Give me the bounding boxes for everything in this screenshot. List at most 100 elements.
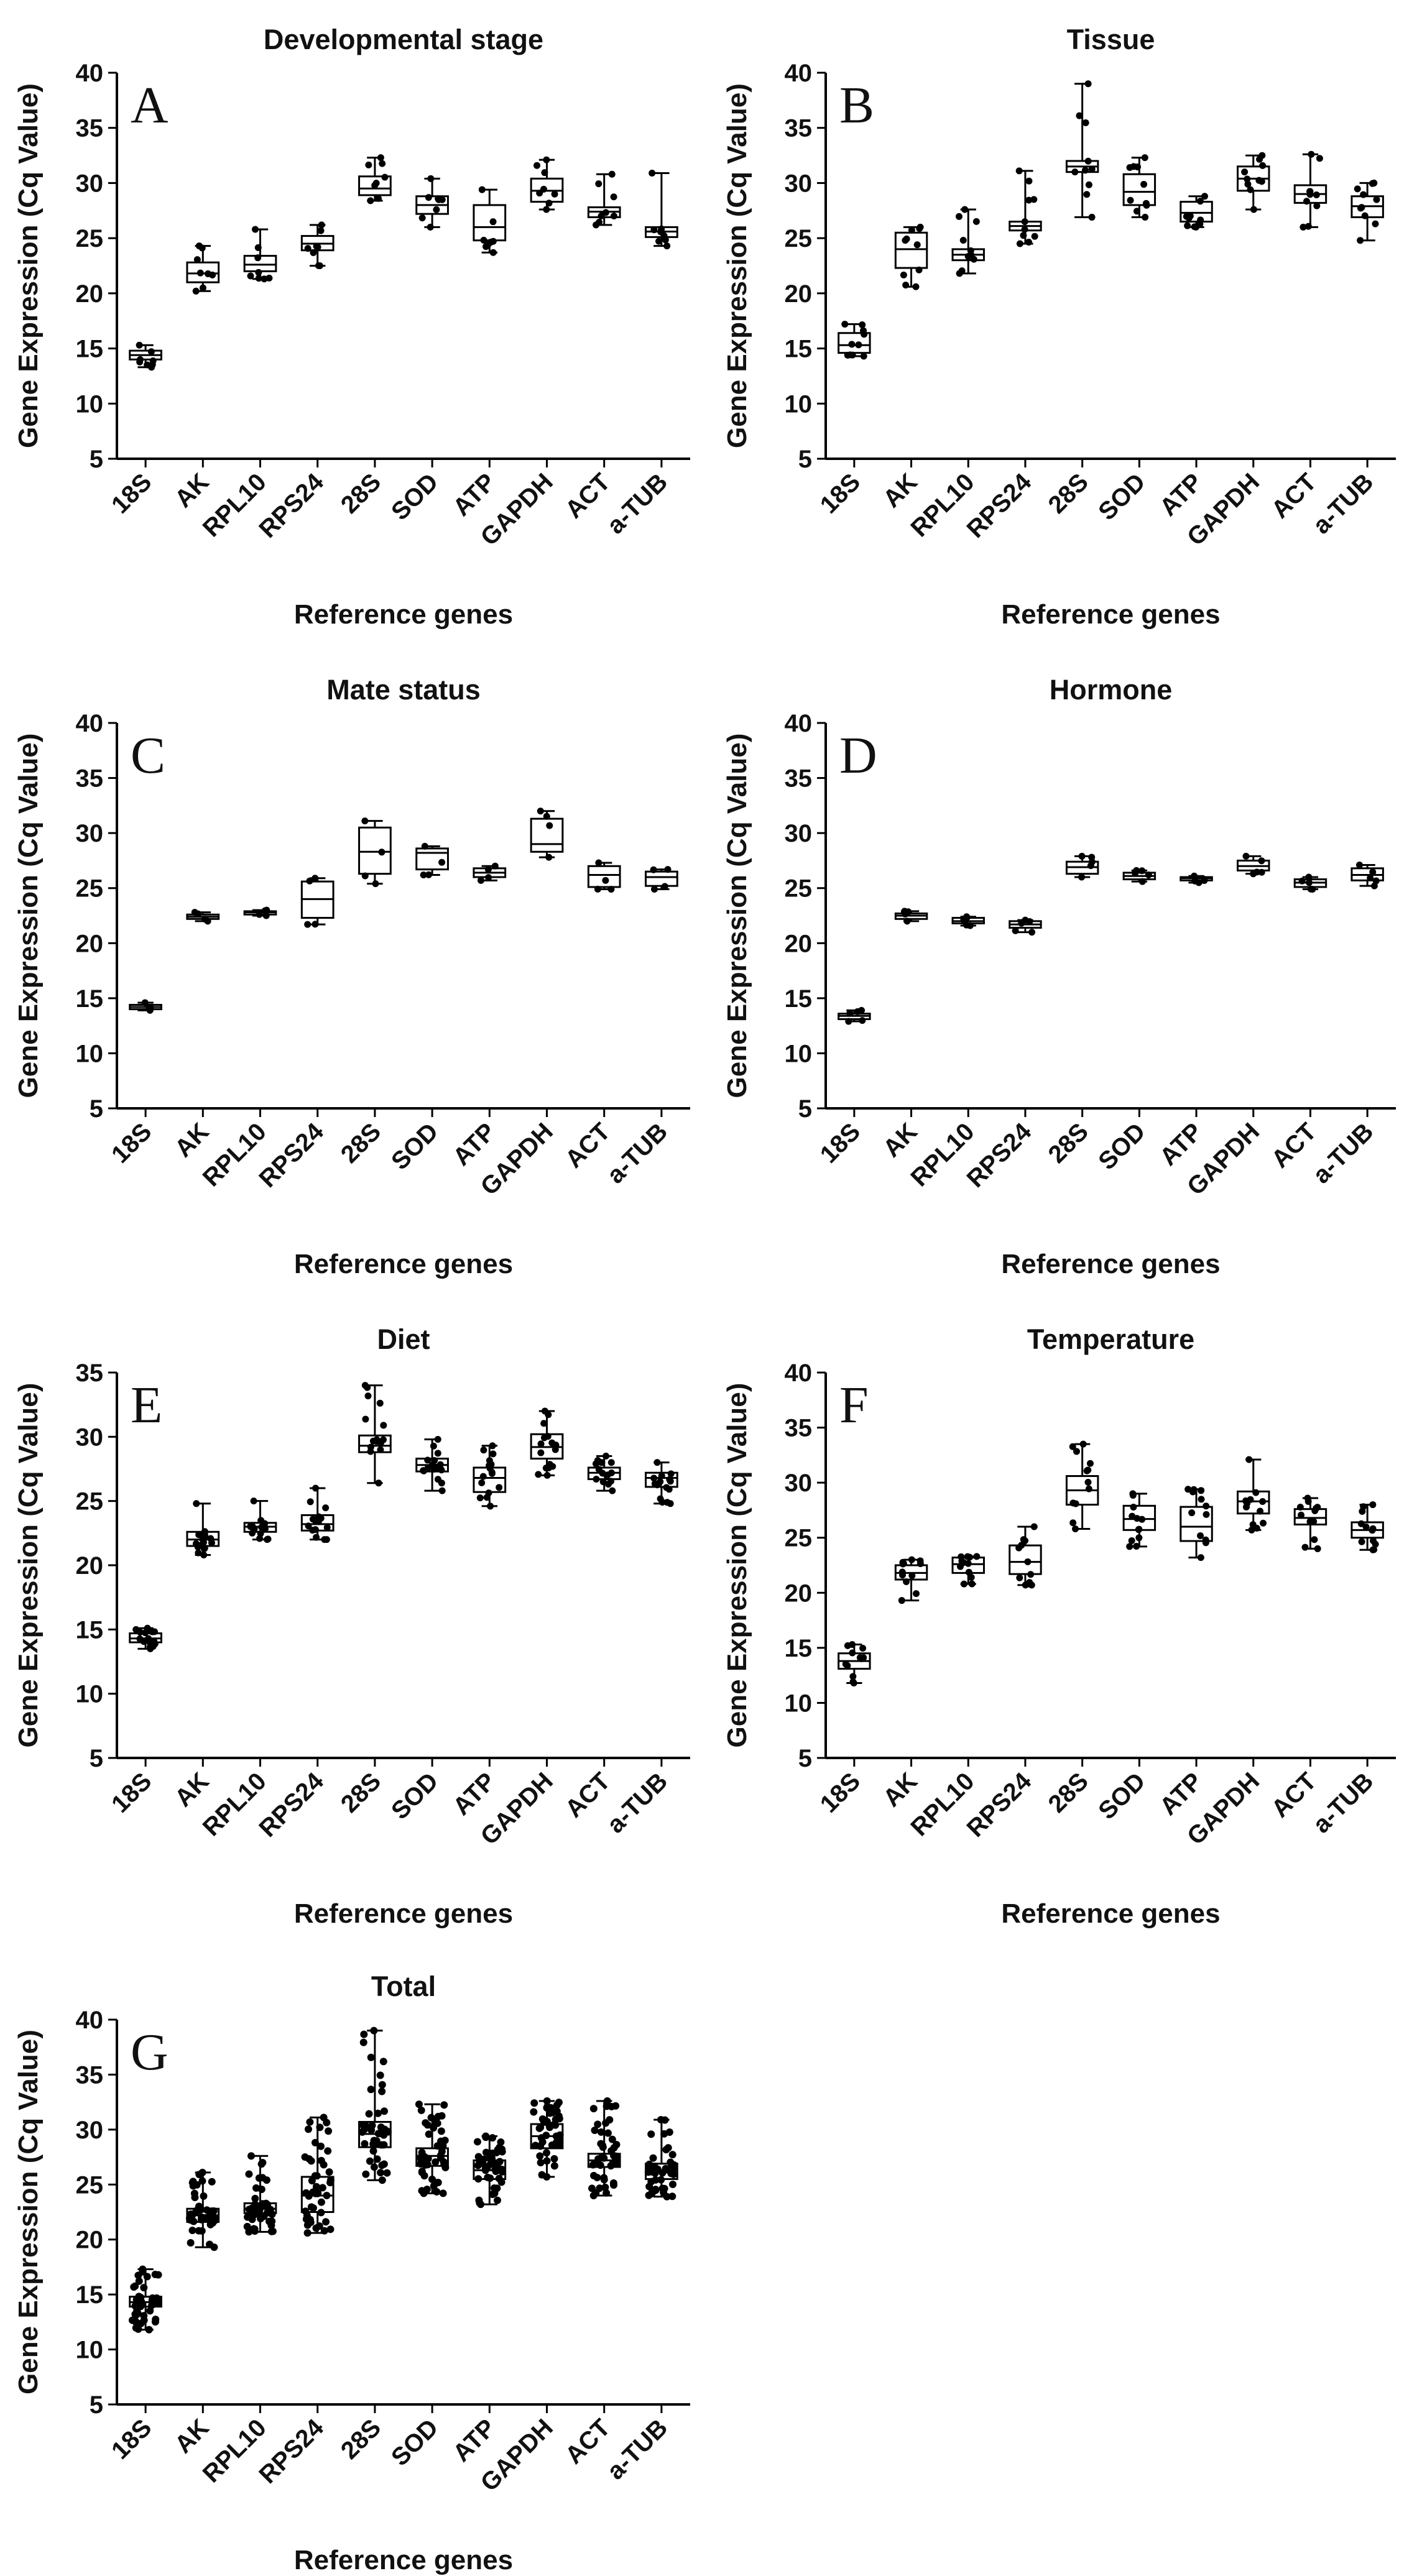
y-tick-label: 35 (785, 765, 813, 793)
box-ATP (473, 862, 507, 884)
data-point (324, 2147, 332, 2155)
data-point (546, 2109, 554, 2117)
data-point (604, 2129, 612, 2137)
data-point (311, 2172, 319, 2180)
data-point (1360, 191, 1367, 198)
data-point (849, 1673, 857, 1680)
data-point (478, 186, 486, 193)
data-point (493, 2163, 501, 2171)
data-point (304, 2125, 312, 2133)
data-point (958, 1553, 965, 1560)
panel-title: Temperature (1027, 1323, 1194, 1355)
data-point (1021, 218, 1028, 226)
data-point (664, 866, 672, 873)
data-point (898, 1597, 905, 1604)
box-RPS24 (1009, 1523, 1042, 1589)
data-point (849, 1649, 856, 1657)
data-point (144, 361, 151, 369)
y-tick-label: 35 (76, 115, 104, 142)
data-point (431, 1457, 438, 1465)
data-point (267, 2221, 275, 2229)
data-point (148, 2296, 156, 2304)
data-point (141, 1629, 149, 1637)
data-point (1135, 1534, 1143, 1542)
y-tick-label: 35 (76, 1359, 104, 1387)
data-point (649, 169, 656, 177)
data-point (1069, 1519, 1077, 1527)
data-point (488, 1468, 496, 1476)
data-point (597, 2128, 605, 2136)
x-axis-label: Reference genes (294, 2545, 513, 2575)
data-point (427, 175, 435, 182)
box-GAPDH (1237, 1456, 1270, 1534)
box-RPL10 (951, 206, 985, 277)
data-point (1031, 232, 1038, 240)
data-point (610, 193, 617, 201)
data-point (1198, 1496, 1205, 1503)
data-point (322, 1504, 330, 1512)
panel-A: Developmental stage A Gene Expression (Cq … (13, 24, 690, 630)
data-point (1138, 1516, 1146, 1523)
data-point (908, 1572, 916, 1580)
data-point (1079, 1440, 1087, 1448)
data-point (438, 2147, 446, 2155)
data-point (610, 2181, 618, 2189)
data-point (473, 2138, 481, 2146)
data-point (147, 348, 155, 356)
box-RPS24 (300, 875, 335, 928)
data-point (607, 885, 615, 893)
data-point (132, 2318, 140, 2326)
data-point (545, 1411, 552, 1419)
x-tick-label: SOD (1093, 1118, 1150, 1175)
data-point (610, 212, 617, 219)
data-point (538, 2171, 546, 2179)
data-point (326, 2225, 335, 2233)
data-point (489, 218, 497, 226)
x-tick-label: 28S (336, 1118, 386, 1168)
data-point (195, 2227, 203, 2235)
data-point (379, 2058, 387, 2066)
box-28S (1065, 852, 1099, 881)
data-point (1015, 167, 1023, 175)
x-axis-label: Reference genes (294, 1249, 513, 1279)
data-point (660, 2184, 668, 2192)
data-point (247, 2152, 255, 2160)
data-point (432, 2158, 440, 2166)
data-point (550, 2162, 558, 2170)
y-tick-label: 20 (785, 930, 813, 957)
data-point (440, 2160, 448, 2168)
data-point (1203, 1511, 1210, 1518)
data-point (381, 173, 389, 181)
box-SOD (1122, 154, 1157, 221)
y-axis-label: Gene Expression (Cq Value) (722, 1383, 752, 1748)
data-point (381, 2107, 389, 2115)
data-point (1132, 869, 1139, 876)
data-point (315, 262, 322, 269)
data-point (323, 1536, 330, 1543)
data-point (130, 2283, 138, 2291)
data-point (541, 169, 548, 177)
data-point (209, 2219, 217, 2227)
data-point (1303, 198, 1311, 205)
y-tick-label: 40 (76, 2007, 104, 2034)
data-point (542, 2149, 550, 2157)
data-point (1357, 237, 1364, 244)
data-point (842, 1660, 849, 1668)
x-tick-label: 28S (1043, 468, 1094, 518)
data-point (601, 2183, 609, 2191)
data-point (1197, 1532, 1204, 1539)
data-point (205, 270, 212, 277)
data-point (425, 194, 432, 201)
data-point (309, 1527, 316, 1534)
box-18S (838, 1641, 871, 1687)
y-tick-label: 35 (785, 115, 813, 142)
data-point (265, 274, 273, 282)
data-point (380, 1422, 387, 1429)
data-point (372, 180, 380, 187)
data-point (252, 226, 259, 233)
data-point (418, 214, 426, 222)
data-point (434, 1450, 441, 1457)
box-ACT (1293, 873, 1327, 893)
data-point (373, 2155, 381, 2163)
